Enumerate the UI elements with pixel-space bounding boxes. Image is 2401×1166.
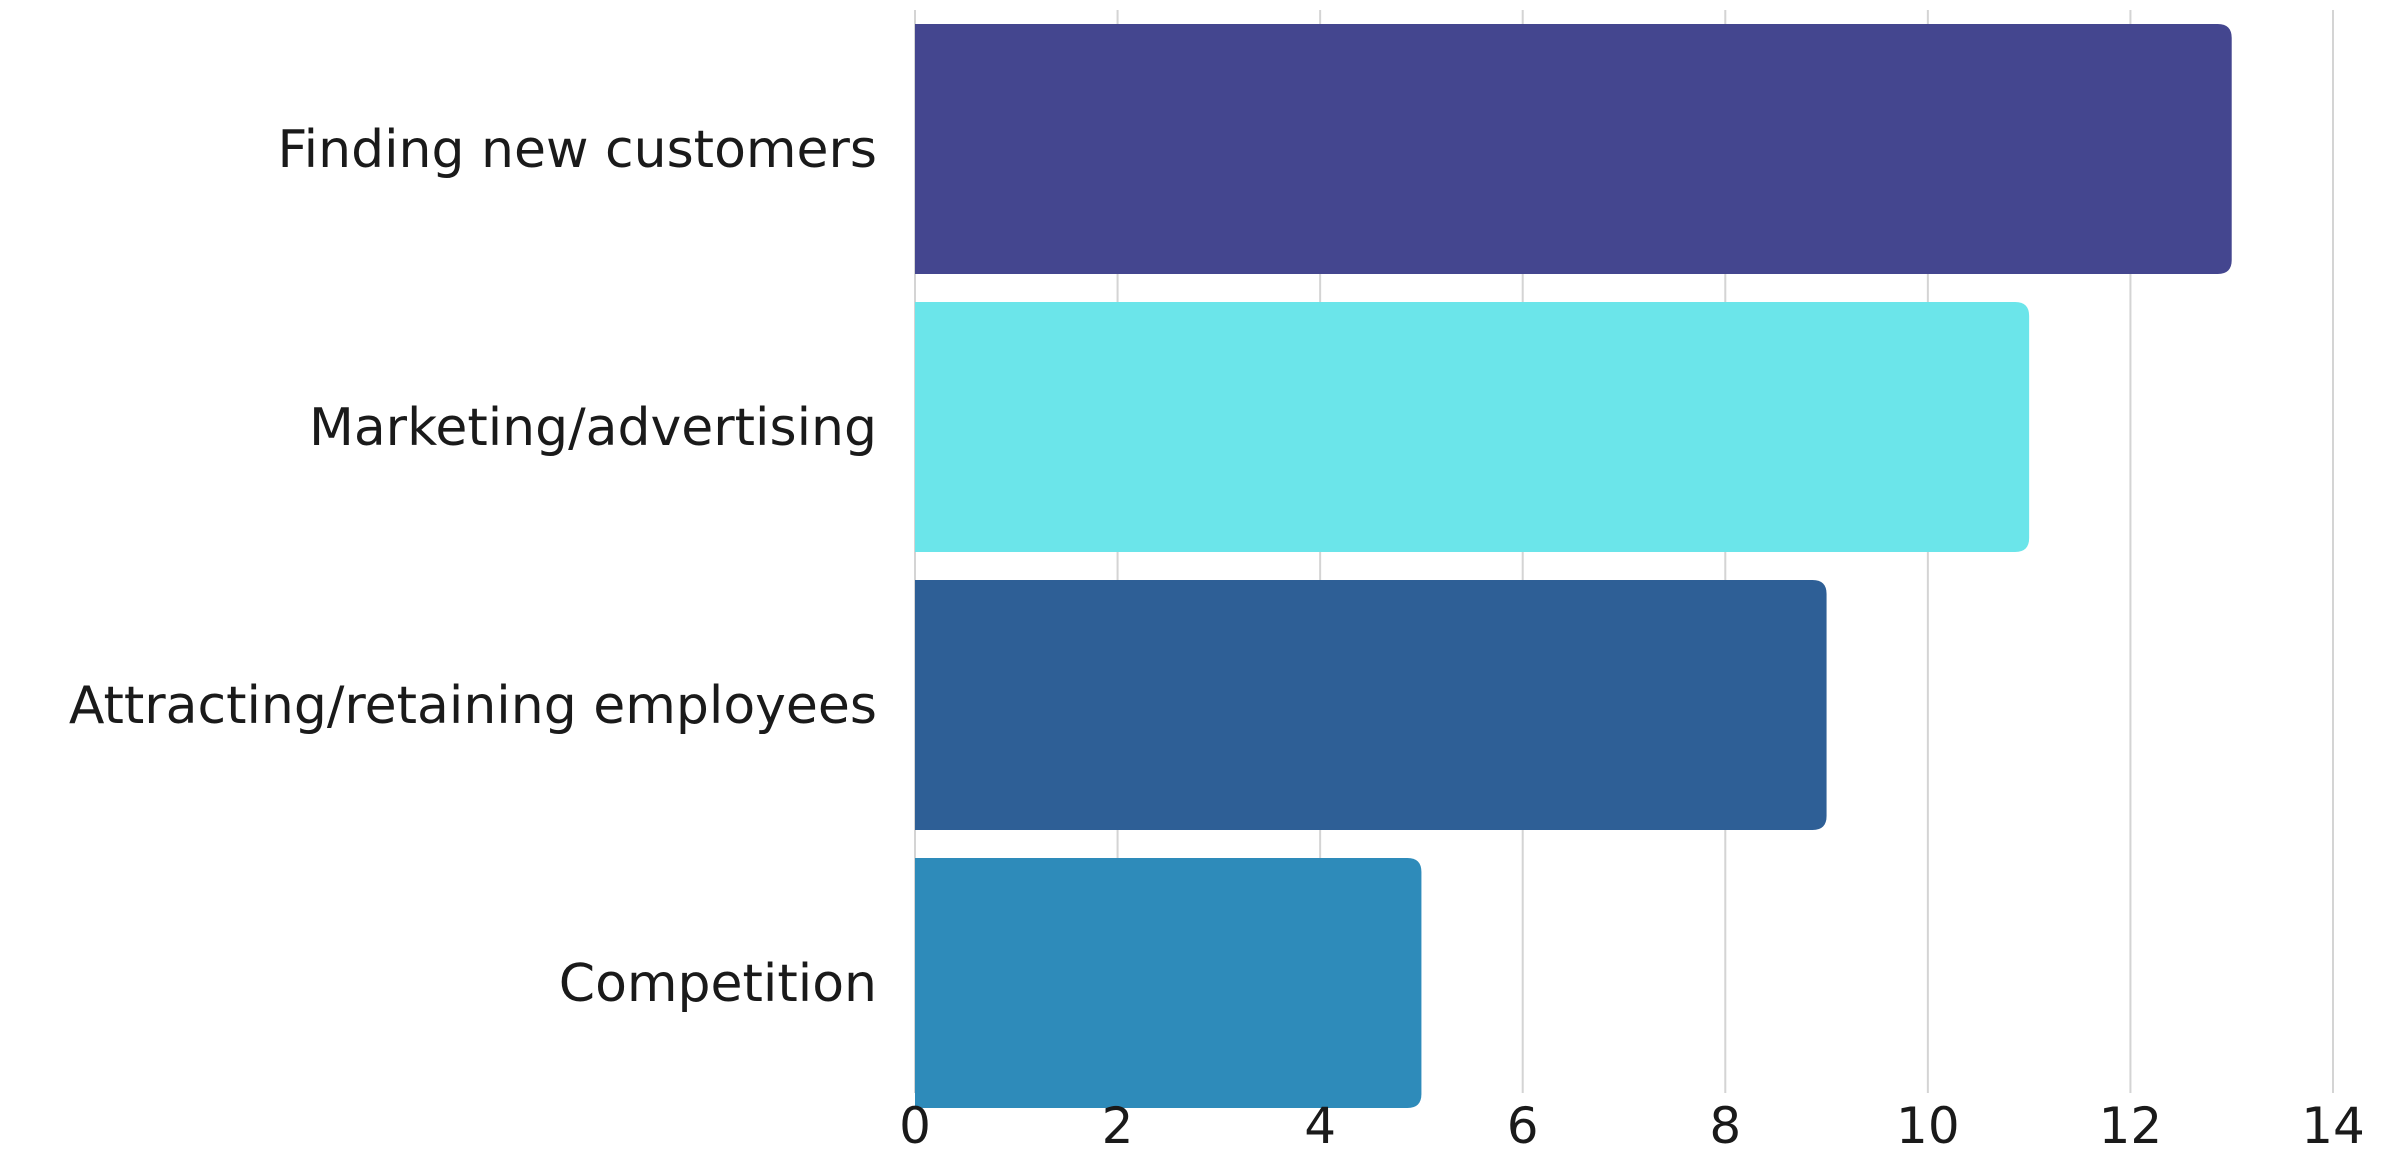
- bars: [915, 24, 2232, 1108]
- category-label: Attracting/retaining employees: [69, 676, 877, 736]
- category-label: Marketing/advertising: [309, 398, 877, 458]
- x-tick-labels: 0 2 4 6 8 10 12 14: [899, 1097, 2365, 1155]
- bar-2: [915, 580, 1827, 830]
- x-tick-label: 12: [2099, 1097, 2163, 1155]
- bar-3: [915, 858, 1422, 1108]
- x-tick-label: 14: [2301, 1097, 2365, 1155]
- bar-1: [915, 302, 2030, 552]
- x-tick-label: 8: [1709, 1097, 1741, 1155]
- category-label: Competition: [559, 954, 877, 1014]
- x-tick-label: 4: [1304, 1097, 1336, 1155]
- x-tick-label: 0: [899, 1097, 931, 1155]
- x-tick-label: 10: [1896, 1097, 1960, 1155]
- bar-0: [915, 24, 2232, 274]
- x-tick-label: 2: [1102, 1097, 1134, 1155]
- x-tick-label: 6: [1507, 1097, 1539, 1155]
- category-label: Finding new customers: [278, 120, 877, 180]
- category-labels: Finding new customers Marketing/advertisi…: [69, 120, 877, 1014]
